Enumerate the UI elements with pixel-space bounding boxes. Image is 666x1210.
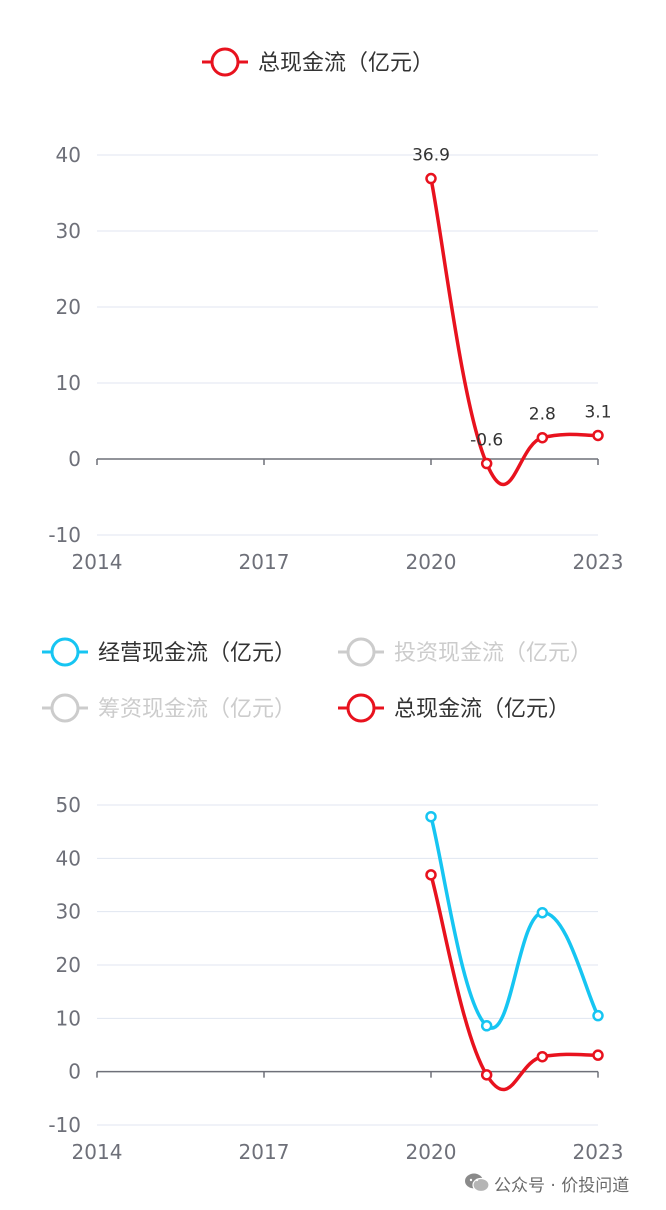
legend-item-1: 总现金流（亿元）: [202, 47, 434, 77]
y-tick-label: -10: [48, 1113, 81, 1137]
series-line-2: [429, 874, 599, 1092]
legend-marker: [346, 637, 376, 667]
x-tick-label: 2020: [406, 550, 457, 574]
legend-label: 总现金流（亿元）: [258, 51, 434, 76]
data-point: [592, 1049, 604, 1061]
legend-label: 筹资现金流（亿元）: [98, 697, 296, 722]
legend-label: 总现金流（亿元）: [394, 697, 570, 722]
data-point: [592, 1009, 604, 1022]
x-tick-label: 2023: [573, 550, 624, 574]
legend-item-1: 经营现金流（亿元）: [42, 637, 296, 667]
x-tick-label: 2017: [239, 1140, 290, 1164]
data-point: [480, 1069, 493, 1081]
wechat-icon: [464, 1172, 490, 1194]
y-tick-label: 0: [68, 447, 81, 471]
x-tick-label: 2014: [72, 1140, 123, 1164]
data-label: 3.1: [584, 402, 611, 422]
chart-total-cashflow: 总现金流（亿元） -10 0 10 20 30 40 2014 2017 2020 2023 36.9…: [48, 47, 624, 574]
data-point: [536, 431, 549, 444]
data-point: [425, 869, 437, 881]
y-tick-label: -10: [48, 523, 81, 547]
legend-marker: [346, 693, 376, 723]
chart-cashflow-breakdown: 经营现金流（亿元） 投资现金流（亿元） 筹资现金流（亿元） 总现金流（亿元） -10 0 1…: [42, 637, 624, 1164]
x-tick-label: 2014: [72, 550, 123, 574]
data-label: 36.9: [412, 146, 450, 166]
y-tick-label: 30: [56, 900, 81, 924]
series-line-1: [429, 178, 599, 486]
x-tick-label: 2020: [406, 1140, 457, 1164]
data-label: -0.6: [470, 431, 503, 451]
data-point: [536, 906, 549, 919]
legend-marker: [50, 637, 80, 667]
y-tick-label: 50: [56, 793, 81, 817]
y-tick-label: 20: [56, 953, 81, 977]
legend-marker: [210, 47, 240, 77]
x-tick-label: 2017: [239, 550, 290, 574]
data-point: [480, 457, 493, 470]
y-tick-label: 0: [68, 1060, 81, 1084]
y-tick-label: 40: [56, 143, 81, 167]
legend-item-2: 投资现金流（亿元）: [338, 637, 592, 667]
legend-marker: [50, 693, 80, 723]
y-tick-label: 20: [56, 295, 81, 319]
legend-item-3: 筹资现金流（亿元）: [42, 693, 296, 723]
y-tick-label: 30: [56, 219, 81, 243]
y-tick-label: 10: [56, 1006, 81, 1030]
data-point: [592, 429, 604, 442]
y-tick-label: 40: [56, 846, 81, 870]
y-tick-label: 10: [56, 371, 81, 395]
legend-item-4: 总现金流（亿元）: [338, 693, 570, 723]
watermark-text: 公众号 · 价投问道: [494, 1175, 630, 1196]
legend-label: 经营现金流（亿元）: [98, 641, 296, 666]
series-line-1: [429, 816, 600, 1030]
data-point: [425, 172, 437, 185]
legend-label: 投资现金流（亿元）: [394, 641, 592, 666]
x-tick-label: 2023: [573, 1140, 624, 1164]
data-point: [425, 810, 437, 823]
watermark: 公众号 · 价投问道: [464, 1170, 629, 1196]
data-label: 2.8: [529, 405, 556, 425]
data-point: [480, 1020, 493, 1032]
data-point: [536, 1050, 549, 1063]
